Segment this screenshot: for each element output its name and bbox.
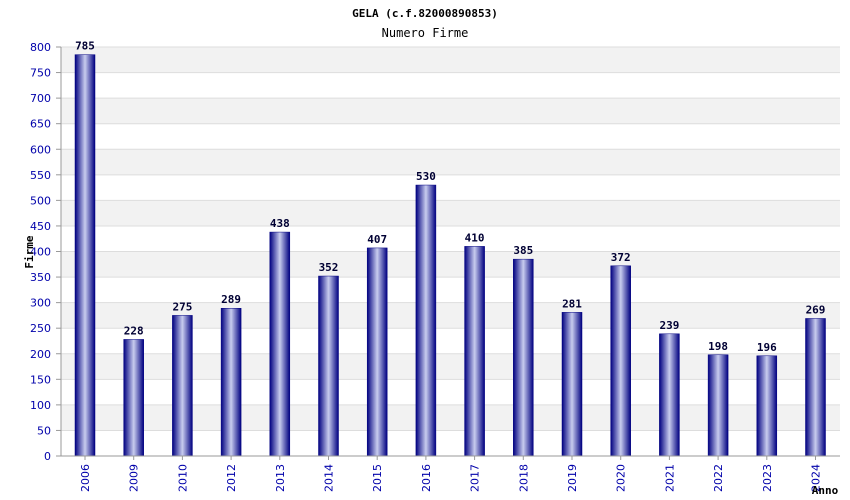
bar-value-label: 281 xyxy=(562,297,582,310)
x-axis-ticks: 2006 2009 2010 2012 2013 2014 2015 2016 2017 2018… xyxy=(79,456,823,492)
bar-value-label: 289 xyxy=(221,293,241,306)
bar-value-label: 196 xyxy=(757,341,777,354)
bar-value-label: 198 xyxy=(708,340,728,353)
bar-value-label: 228 xyxy=(124,324,144,337)
chart-subtitle: Numero Firme xyxy=(382,26,469,40)
bar xyxy=(756,355,778,457)
bar xyxy=(513,258,534,457)
x-tick-label: 2023 xyxy=(761,464,774,492)
bar xyxy=(74,54,96,457)
bar-value-label: 352 xyxy=(319,261,339,274)
y-tick-label: 300 xyxy=(30,297,51,310)
bar-value-label: 269 xyxy=(806,303,826,316)
y-tick-label: 400 xyxy=(30,246,51,259)
bar-value-label: 438 xyxy=(270,217,290,230)
bar xyxy=(805,318,826,457)
grid-band xyxy=(61,251,840,278)
bar xyxy=(415,184,437,457)
bar-value-label: 785 xyxy=(75,40,95,53)
x-tick-label: 2017 xyxy=(469,464,482,492)
bar-value-label: 410 xyxy=(465,231,485,244)
x-tick-label: 2006 xyxy=(79,464,92,492)
y-tick-label: 50 xyxy=(37,424,51,437)
bar xyxy=(659,333,680,457)
bar xyxy=(366,247,388,457)
x-tick-label: 2021 xyxy=(663,464,676,492)
x-tick-label: 2010 xyxy=(176,464,189,492)
y-tick-label: 650 xyxy=(30,118,51,131)
grid-band xyxy=(61,200,840,226)
y-axis-ticks: 0 50 100 150 200 250 300 350 400 450 500 550 600 650 7… xyxy=(30,41,61,463)
y-tick-label: 250 xyxy=(30,322,51,335)
x-tick-label: 2019 xyxy=(566,464,579,492)
x-tick-label: 2018 xyxy=(517,464,530,492)
y-tick-label: 450 xyxy=(30,220,51,233)
x-tick-label: 2009 xyxy=(128,464,141,492)
y-tick-label: 550 xyxy=(30,169,51,182)
bar xyxy=(464,246,485,457)
bar xyxy=(269,231,291,457)
x-tick-label: 2024 xyxy=(810,464,823,492)
y-tick-label: 700 xyxy=(30,92,51,105)
bar xyxy=(318,275,339,457)
bar xyxy=(123,339,144,457)
bar-value-label: 275 xyxy=(172,300,192,313)
grid-band xyxy=(61,47,840,73)
grid-band xyxy=(61,149,840,175)
y-tick-label: 350 xyxy=(30,271,51,284)
bar xyxy=(172,315,193,457)
bar xyxy=(220,307,242,457)
y-tick-label: 150 xyxy=(30,373,51,386)
y-tick-label: 600 xyxy=(30,143,51,156)
y-tick-label: 500 xyxy=(30,194,51,207)
bar-value-label: 407 xyxy=(367,233,387,246)
bar-value-label: 239 xyxy=(659,319,679,332)
y-tick-label: 0 xyxy=(44,450,51,463)
bars xyxy=(74,54,826,457)
y-tick-label: 200 xyxy=(30,348,51,361)
x-tick-label: 2022 xyxy=(712,464,725,492)
x-tick-label: 2016 xyxy=(420,464,433,492)
chart-title: GELA (c.f.82000890853) xyxy=(352,7,498,20)
bar xyxy=(561,312,583,457)
x-tick-label: 2020 xyxy=(615,464,628,492)
y-tick-label: 800 xyxy=(30,41,51,54)
bar-value-label: 372 xyxy=(611,251,631,264)
x-axis-label: Anno xyxy=(812,484,839,497)
y-axis-label: Firme xyxy=(23,235,36,268)
x-tick-label: 2015 xyxy=(371,464,384,492)
y-tick-label: 100 xyxy=(30,399,51,412)
bar-value-label: 385 xyxy=(513,244,533,257)
x-tick-label: 2012 xyxy=(225,464,238,492)
grid-band xyxy=(61,98,840,124)
data-labels: 785 228 275 289 438 352 407 530 410 385 281 372 239 1… xyxy=(75,40,825,354)
x-tick-label: 2014 xyxy=(323,464,336,492)
bar xyxy=(707,354,729,457)
y-tick-label: 750 xyxy=(30,67,51,80)
x-tick-label: 2013 xyxy=(274,464,287,492)
bar-value-label: 530 xyxy=(416,170,436,183)
bar xyxy=(610,265,631,457)
